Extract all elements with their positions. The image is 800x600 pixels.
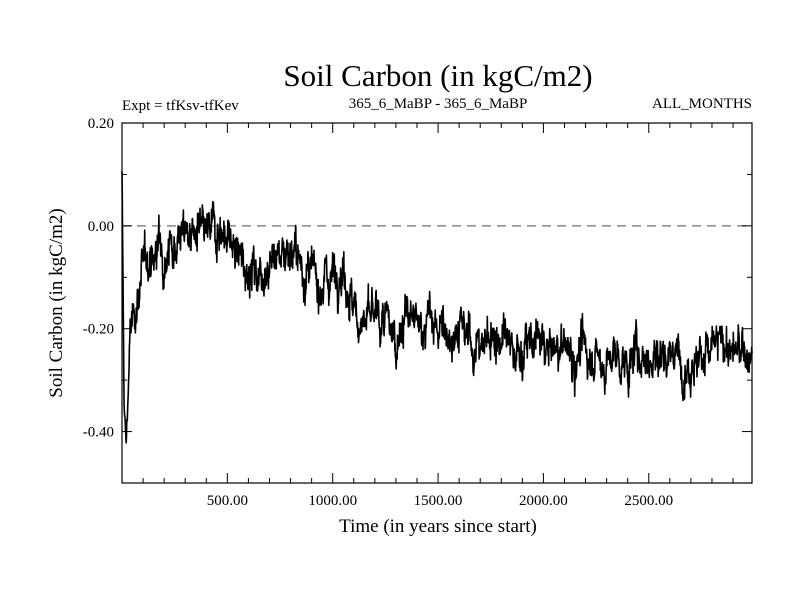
x-tick-label: 1000.00	[308, 493, 357, 509]
x-tick-label: 2500.00	[624, 493, 673, 509]
y-tick-label: 0.20	[88, 116, 114, 132]
x-axis-label: Time (in years since start)	[339, 516, 537, 537]
y-tick-label: 0.00	[88, 219, 114, 235]
x-tick-label: 500.00	[207, 493, 248, 509]
y-axis-label: Soil Carbon (in kgC/m2)	[46, 208, 67, 397]
y-tick-label: -0.40	[83, 425, 114, 441]
y-tick-label: -0.20	[83, 322, 114, 338]
months-label: ALL_MONTHS	[652, 96, 752, 112]
plot-frame	[121, 122, 753, 484]
x-tick-label: 1500.00	[414, 493, 463, 509]
data-series-line-0	[121, 171, 753, 444]
chart-title: Soil Carbon (in kgC/m2)	[283, 58, 592, 93]
experiment-label: Expt = tfKsv-tfKev	[122, 98, 239, 114]
period-label: 365_6_MaBP - 365_6_MaBP	[349, 96, 528, 112]
x-tick-label: 2000.00	[519, 493, 568, 509]
